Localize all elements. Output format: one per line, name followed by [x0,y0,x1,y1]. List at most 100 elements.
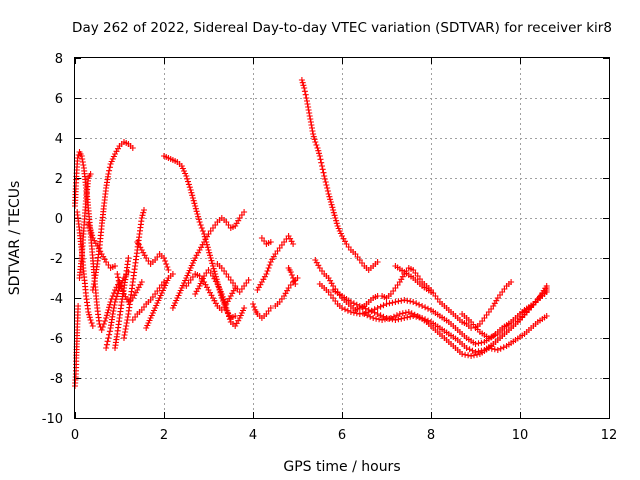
chart-svg: 0 2 4 6 8 10 12-10-8-6-4-202468 Day 262 of 202… [0,0,640,480]
data-point [354,302,360,308]
data-point [199,225,205,231]
series-track-23 [286,265,299,287]
data-point [392,299,398,305]
data-point [85,309,91,315]
data-point [312,139,318,145]
data-point [267,262,273,268]
data-point [474,352,480,358]
data-point [351,300,357,306]
data-point [125,255,131,261]
x-tick-label: 10 [512,428,529,443]
y-tick-label: -8 [50,372,63,387]
data-point [330,207,336,213]
x-tick-label: 0 [71,428,79,443]
data-point [106,332,112,338]
data-point [370,315,376,321]
chart-title: Day 262 of 2022, Sidereal Day-to-day VTE… [72,20,612,36]
data-point [105,335,111,341]
data-point [111,305,117,311]
data-point [302,88,308,94]
data-point [105,307,111,313]
y-tick-label: -2 [50,252,63,267]
data-point [303,92,309,98]
data-point [107,164,113,170]
data-point [134,287,140,293]
data-point [400,310,406,316]
data-point [125,314,131,320]
data-point [470,348,476,354]
data-point [323,179,329,185]
data-point [318,156,324,162]
data-point [185,179,191,185]
data-point [467,346,473,352]
data-point [398,316,404,322]
data-point [114,271,120,277]
data-point [462,352,468,358]
data-point [315,145,321,151]
data-point [403,310,409,316]
data-point [476,340,482,346]
data-point [89,320,95,326]
data-point [354,310,360,316]
data-point [139,215,145,221]
data-point [373,316,379,322]
data-point [254,287,260,293]
data-point [318,160,324,166]
data-point [190,195,196,201]
data-point [194,211,200,217]
data-point [198,222,204,228]
data-point [375,311,381,317]
data-point [306,107,312,113]
data-point [398,298,404,304]
data-point [80,162,86,168]
data-point [478,340,484,346]
data-point [99,327,105,333]
data-point [416,302,422,308]
y-tick-label: -6 [50,332,63,347]
data-point [326,191,332,197]
data-point [75,303,81,309]
data-point [164,264,170,270]
data-point [123,326,129,332]
data-point [395,298,401,304]
data-point [409,310,415,316]
data-point [413,300,419,306]
data-point [492,346,498,352]
data-point [325,188,331,194]
y-tick-label: 2 [55,172,63,187]
data-point [101,321,107,327]
data-point [378,304,384,310]
data-point [259,279,265,285]
series-track-20 [254,233,296,293]
data-point [322,176,328,182]
data-point [394,312,400,318]
data-point [468,353,474,359]
data-point [328,199,334,205]
data-point [320,166,326,172]
data-point [404,314,410,320]
data-point [425,306,431,312]
data-point [476,348,482,354]
data-point [90,323,96,329]
series-track-24 [299,77,381,273]
data-point [122,332,128,338]
data-point [162,258,168,264]
data-point [406,309,412,315]
data-point [165,267,171,273]
data-point [387,300,393,306]
data-point [310,131,316,137]
data-point [266,265,272,271]
data-point [187,184,193,190]
x-axis-label: GPS time / hours [283,459,400,475]
x-tick-label: 12 [601,428,618,443]
data-point [112,299,118,305]
x-tick-label: 2 [160,428,168,443]
data-point [381,302,387,308]
data-point [332,215,338,221]
x-tick-label: 6 [338,428,346,443]
y-axis-label: SDTVAR / TECUs [7,181,23,296]
data-point [208,255,214,261]
series-track-21 [259,235,274,247]
data-point [110,311,116,317]
data-point [163,261,169,267]
